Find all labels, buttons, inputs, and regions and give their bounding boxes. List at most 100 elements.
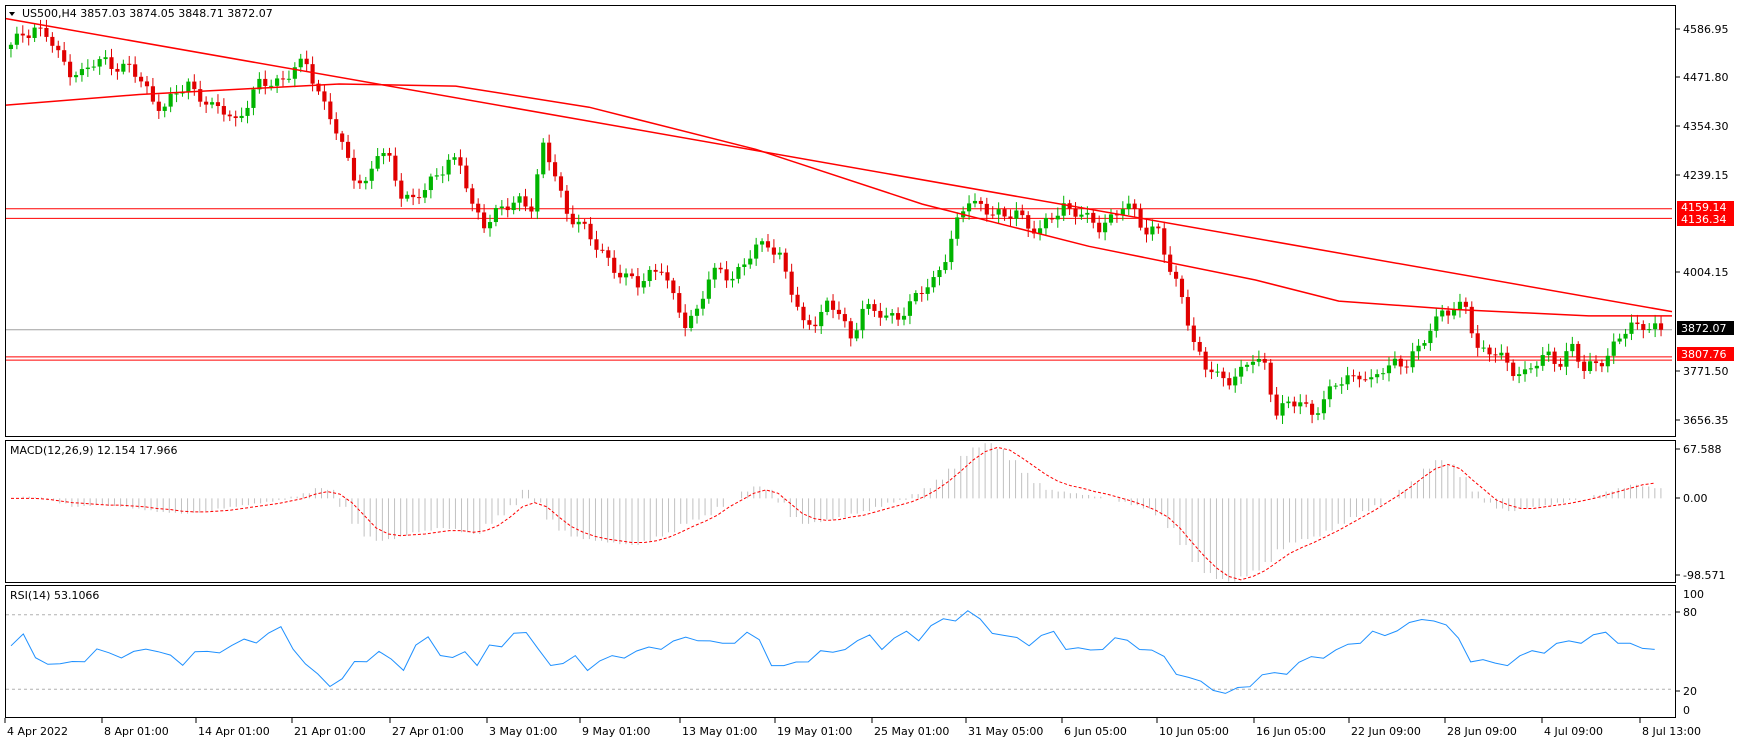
candle-body: [85, 67, 90, 70]
candle-body: [535, 174, 540, 212]
price-tick: 4239.15: [1683, 169, 1729, 182]
candle-body: [127, 63, 132, 65]
candle-body: [416, 197, 422, 199]
candle-body: [357, 180, 362, 184]
price-axis: 4586.95 4471.80 4354.30 4239.15 4004.15 …: [1675, 23, 1729, 427]
candle-body: [174, 93, 179, 95]
candle-body: [1073, 208, 1078, 217]
candle-body: [1351, 375, 1356, 377]
candle-body: [1209, 369, 1214, 373]
candle-body: [1499, 352, 1504, 356]
candle-body: [1126, 203, 1131, 210]
candle-body: [848, 321, 853, 339]
candle-body: [434, 175, 439, 177]
candle-body: [1339, 384, 1344, 386]
candle-body: [115, 68, 120, 72]
candle-body: [813, 324, 818, 327]
candle-body: [819, 311, 824, 327]
candle-body: [363, 180, 368, 184]
time-tick-label: 25 May 01:00: [874, 725, 949, 738]
candle-body: [121, 63, 126, 72]
candle-body: [712, 267, 717, 280]
candle-body: [760, 241, 765, 245]
candle-body: [866, 304, 871, 309]
candle-body: [1487, 347, 1492, 355]
candle-body: [1463, 301, 1468, 307]
candle-body: [647, 269, 652, 282]
candle-body: [1055, 215, 1060, 220]
candle-body: [1357, 375, 1362, 380]
candle-body: [653, 269, 658, 272]
rsi-axis: 100 80 20 0: [1675, 588, 1704, 717]
candle-body: [1534, 365, 1539, 369]
candle-body: [458, 157, 463, 166]
candle-body: [730, 278, 735, 281]
rsi-pane-frame: [5, 585, 1676, 718]
candle-body: [411, 194, 416, 198]
candle-body: [641, 281, 646, 288]
candle-body: [1244, 364, 1250, 367]
candle-body: [476, 203, 481, 213]
candle-body: [1623, 333, 1628, 339]
candle-body: [1020, 210, 1025, 216]
candle-body: [972, 200, 978, 204]
candle-body: [1197, 341, 1202, 352]
candle-body: [1008, 216, 1013, 219]
candle-body: [1002, 209, 1007, 217]
price-tick: 3771.50: [1683, 365, 1729, 378]
candle-body: [1493, 354, 1498, 356]
candle-body: [783, 252, 788, 272]
candle-body: [251, 89, 256, 108]
candle-body: [978, 200, 983, 204]
candle-body: [487, 222, 493, 229]
candle-body: [221, 106, 226, 115]
candle-body: [1239, 366, 1244, 377]
candle-body: [1552, 351, 1557, 364]
candle-body: [789, 271, 794, 295]
candle-body: [38, 27, 43, 29]
candle-body: [1274, 394, 1279, 416]
candle-body: [884, 315, 889, 318]
candle-body: [79, 69, 84, 76]
candle-body: [97, 59, 102, 67]
candle-body: [541, 142, 546, 175]
candle-body: [1327, 386, 1332, 400]
candle-body: [1434, 316, 1439, 331]
candle-body: [606, 250, 611, 258]
candle-body: [1120, 209, 1125, 215]
candle-body: [186, 81, 191, 92]
candle-body: [694, 308, 700, 316]
time-tick-label: 13 May 01:00: [682, 725, 757, 738]
candle-body: [1511, 362, 1516, 377]
candle-body: [286, 78, 291, 80]
candle-body: [553, 162, 558, 177]
time-tick-label: 8 Apr 01:00: [104, 725, 169, 738]
candle-body: [1345, 375, 1350, 385]
candle-body: [263, 78, 268, 86]
candle-body: [1280, 403, 1285, 416]
candle-body: [109, 57, 114, 69]
candle-body: [801, 306, 806, 321]
candle-body: [304, 58, 309, 65]
time-tick-label: 14 Apr 01:00: [198, 725, 270, 738]
candle-body: [56, 45, 61, 51]
candle-body: [665, 272, 670, 281]
candle-body: [931, 277, 936, 288]
rsi-line: [10, 610, 1655, 694]
time-tick-label: 27 Apr 01:00: [392, 725, 464, 738]
candle-body: [1037, 228, 1043, 234]
candle-body: [499, 206, 504, 209]
symbol-dropdown-icon[interactable]: [9, 12, 15, 16]
candle-body: [1528, 368, 1533, 370]
candle-body: [1363, 379, 1368, 381]
candle-body: [103, 57, 108, 60]
candle-body: [62, 50, 67, 62]
candle-body: [168, 93, 173, 107]
rsi-tick: 20: [1683, 685, 1697, 698]
candle-body: [346, 141, 351, 158]
macd-pane-frame: [5, 440, 1676, 583]
price-label-lower: 3807.76: [1677, 347, 1734, 361]
candle-body: [1582, 361, 1587, 372]
